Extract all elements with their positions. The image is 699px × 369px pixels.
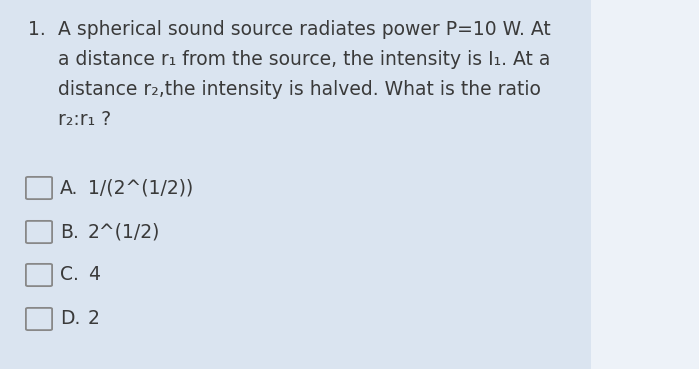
- Text: distance r₂,the intensity is halved. What is the ratio: distance r₂,the intensity is halved. Wha…: [58, 80, 541, 99]
- Text: 4: 4: [88, 266, 100, 284]
- Text: 1.: 1.: [28, 20, 45, 39]
- FancyBboxPatch shape: [591, 0, 699, 369]
- Text: A.: A.: [60, 179, 78, 197]
- Text: a distance r₁ from the source, the intensity is I₁. At a: a distance r₁ from the source, the inten…: [58, 50, 550, 69]
- Text: 1/(2^(1/2)): 1/(2^(1/2)): [88, 179, 193, 197]
- Text: A spherical sound source radiates power P=10 W. At: A spherical sound source radiates power …: [58, 20, 551, 39]
- FancyBboxPatch shape: [26, 264, 52, 286]
- Text: C.: C.: [60, 266, 79, 284]
- FancyBboxPatch shape: [26, 308, 52, 330]
- FancyBboxPatch shape: [26, 221, 52, 243]
- Text: B.: B.: [60, 223, 79, 241]
- Text: 2^(1/2): 2^(1/2): [88, 223, 160, 241]
- Text: 2: 2: [88, 310, 100, 328]
- FancyBboxPatch shape: [26, 177, 52, 199]
- Text: D.: D.: [60, 310, 80, 328]
- Text: r₂:r₁ ?: r₂:r₁ ?: [58, 110, 111, 129]
